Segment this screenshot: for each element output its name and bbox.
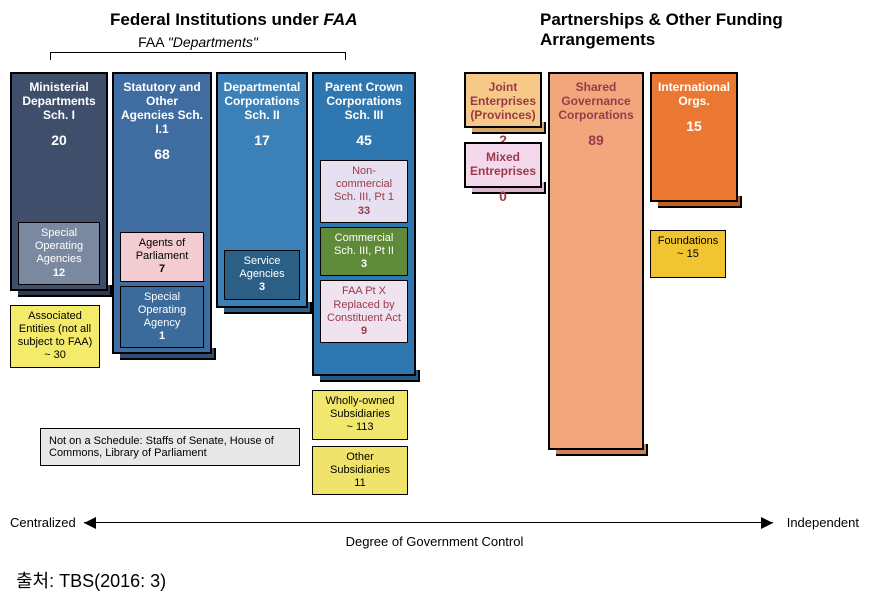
intl-column: International Orgs.15 Foundations~ 15 bbox=[650, 72, 738, 278]
title-left-b: FAA bbox=[323, 10, 357, 29]
shared-governance-box: Shared Governance Corporations89 bbox=[548, 72, 644, 450]
column-title: Departmental Corporations Sch. II bbox=[218, 74, 306, 124]
column-count: 68 bbox=[114, 138, 210, 170]
schedule-note: Not on a Schedule: Staffs of Senate, Hou… bbox=[40, 428, 300, 466]
sub-box: Agents of Parliament7 bbox=[120, 232, 204, 282]
title-left-a: Federal Institutions under bbox=[110, 10, 323, 29]
column-count: 17 bbox=[218, 124, 306, 156]
departments-bracket: FAA "Departments" bbox=[10, 54, 859, 60]
callout-box: Other Subsidiaries11 bbox=[312, 446, 408, 496]
column-count: 45 bbox=[314, 124, 414, 156]
column-title: Statutory and Other Agencies Sch. I.1 bbox=[114, 74, 210, 138]
column-count: 20 bbox=[12, 124, 106, 156]
sub-box: Special Operating Agency1 bbox=[120, 286, 204, 349]
bracket-line bbox=[50, 52, 346, 60]
sub-box: Special Operating Agencies12 bbox=[18, 222, 100, 285]
axis-arrow bbox=[84, 522, 773, 523]
faa-column-0: Ministerial Departments Sch. I20 Special … bbox=[10, 72, 108, 368]
faa-column-1: Statutory and Other Agencies Sch. I.168 A… bbox=[112, 72, 212, 354]
source-citation: 출처: TBS(2016: 3) bbox=[10, 567, 859, 593]
bracket-label: FAA "Departments" bbox=[50, 34, 346, 50]
column-title: Ministerial Departments Sch. I bbox=[12, 74, 106, 124]
columns-row: Ministerial Departments Sch. I20 Special … bbox=[10, 72, 859, 495]
axis-left-label: Centralized bbox=[10, 515, 84, 530]
sub-box: Non-commercial Sch. III, Pt 133 bbox=[320, 160, 408, 223]
control-axis: Centralized Independent bbox=[10, 515, 859, 530]
callout-box: Associated Entities (not all subject to … bbox=[10, 305, 100, 368]
axis-caption: Degree of Government Control bbox=[10, 534, 859, 549]
joint-enterprises-box: Joint Enterprises (Provinces)2 bbox=[464, 72, 542, 128]
faa-diagram: Federal Institutions under FAA Partnersh… bbox=[10, 10, 859, 593]
faa-column-2: Departmental Corporations Sch. II17 Servi… bbox=[216, 72, 308, 308]
sub-box: FAA Pt X Replaced by Constituent Act9 bbox=[320, 280, 408, 343]
foundations-box: Foundations~ 15 bbox=[650, 230, 726, 278]
sub-box: Commercial Sch. III, Pt II3 bbox=[320, 227, 408, 277]
mixed-enterprises-box: Mixed Entreprises0 bbox=[464, 142, 542, 188]
axis-right-label: Independent bbox=[773, 515, 859, 530]
callout-box: Wholly-owned Subsidiaries~ 113 bbox=[312, 390, 408, 440]
column-title: Parent Crown Corporations Sch. III bbox=[314, 74, 414, 124]
faa-column-3: Parent Crown Corporations Sch. III45 Non-… bbox=[312, 72, 416, 495]
title-right: Partnerships & Other Funding Arrangement… bbox=[540, 10, 840, 50]
joint-column: Joint Enterprises (Provinces)2 Mixed Entr… bbox=[464, 72, 542, 188]
sub-box: Service Agencies3 bbox=[224, 250, 300, 300]
international-orgs-box: International Orgs.15 bbox=[650, 72, 738, 202]
